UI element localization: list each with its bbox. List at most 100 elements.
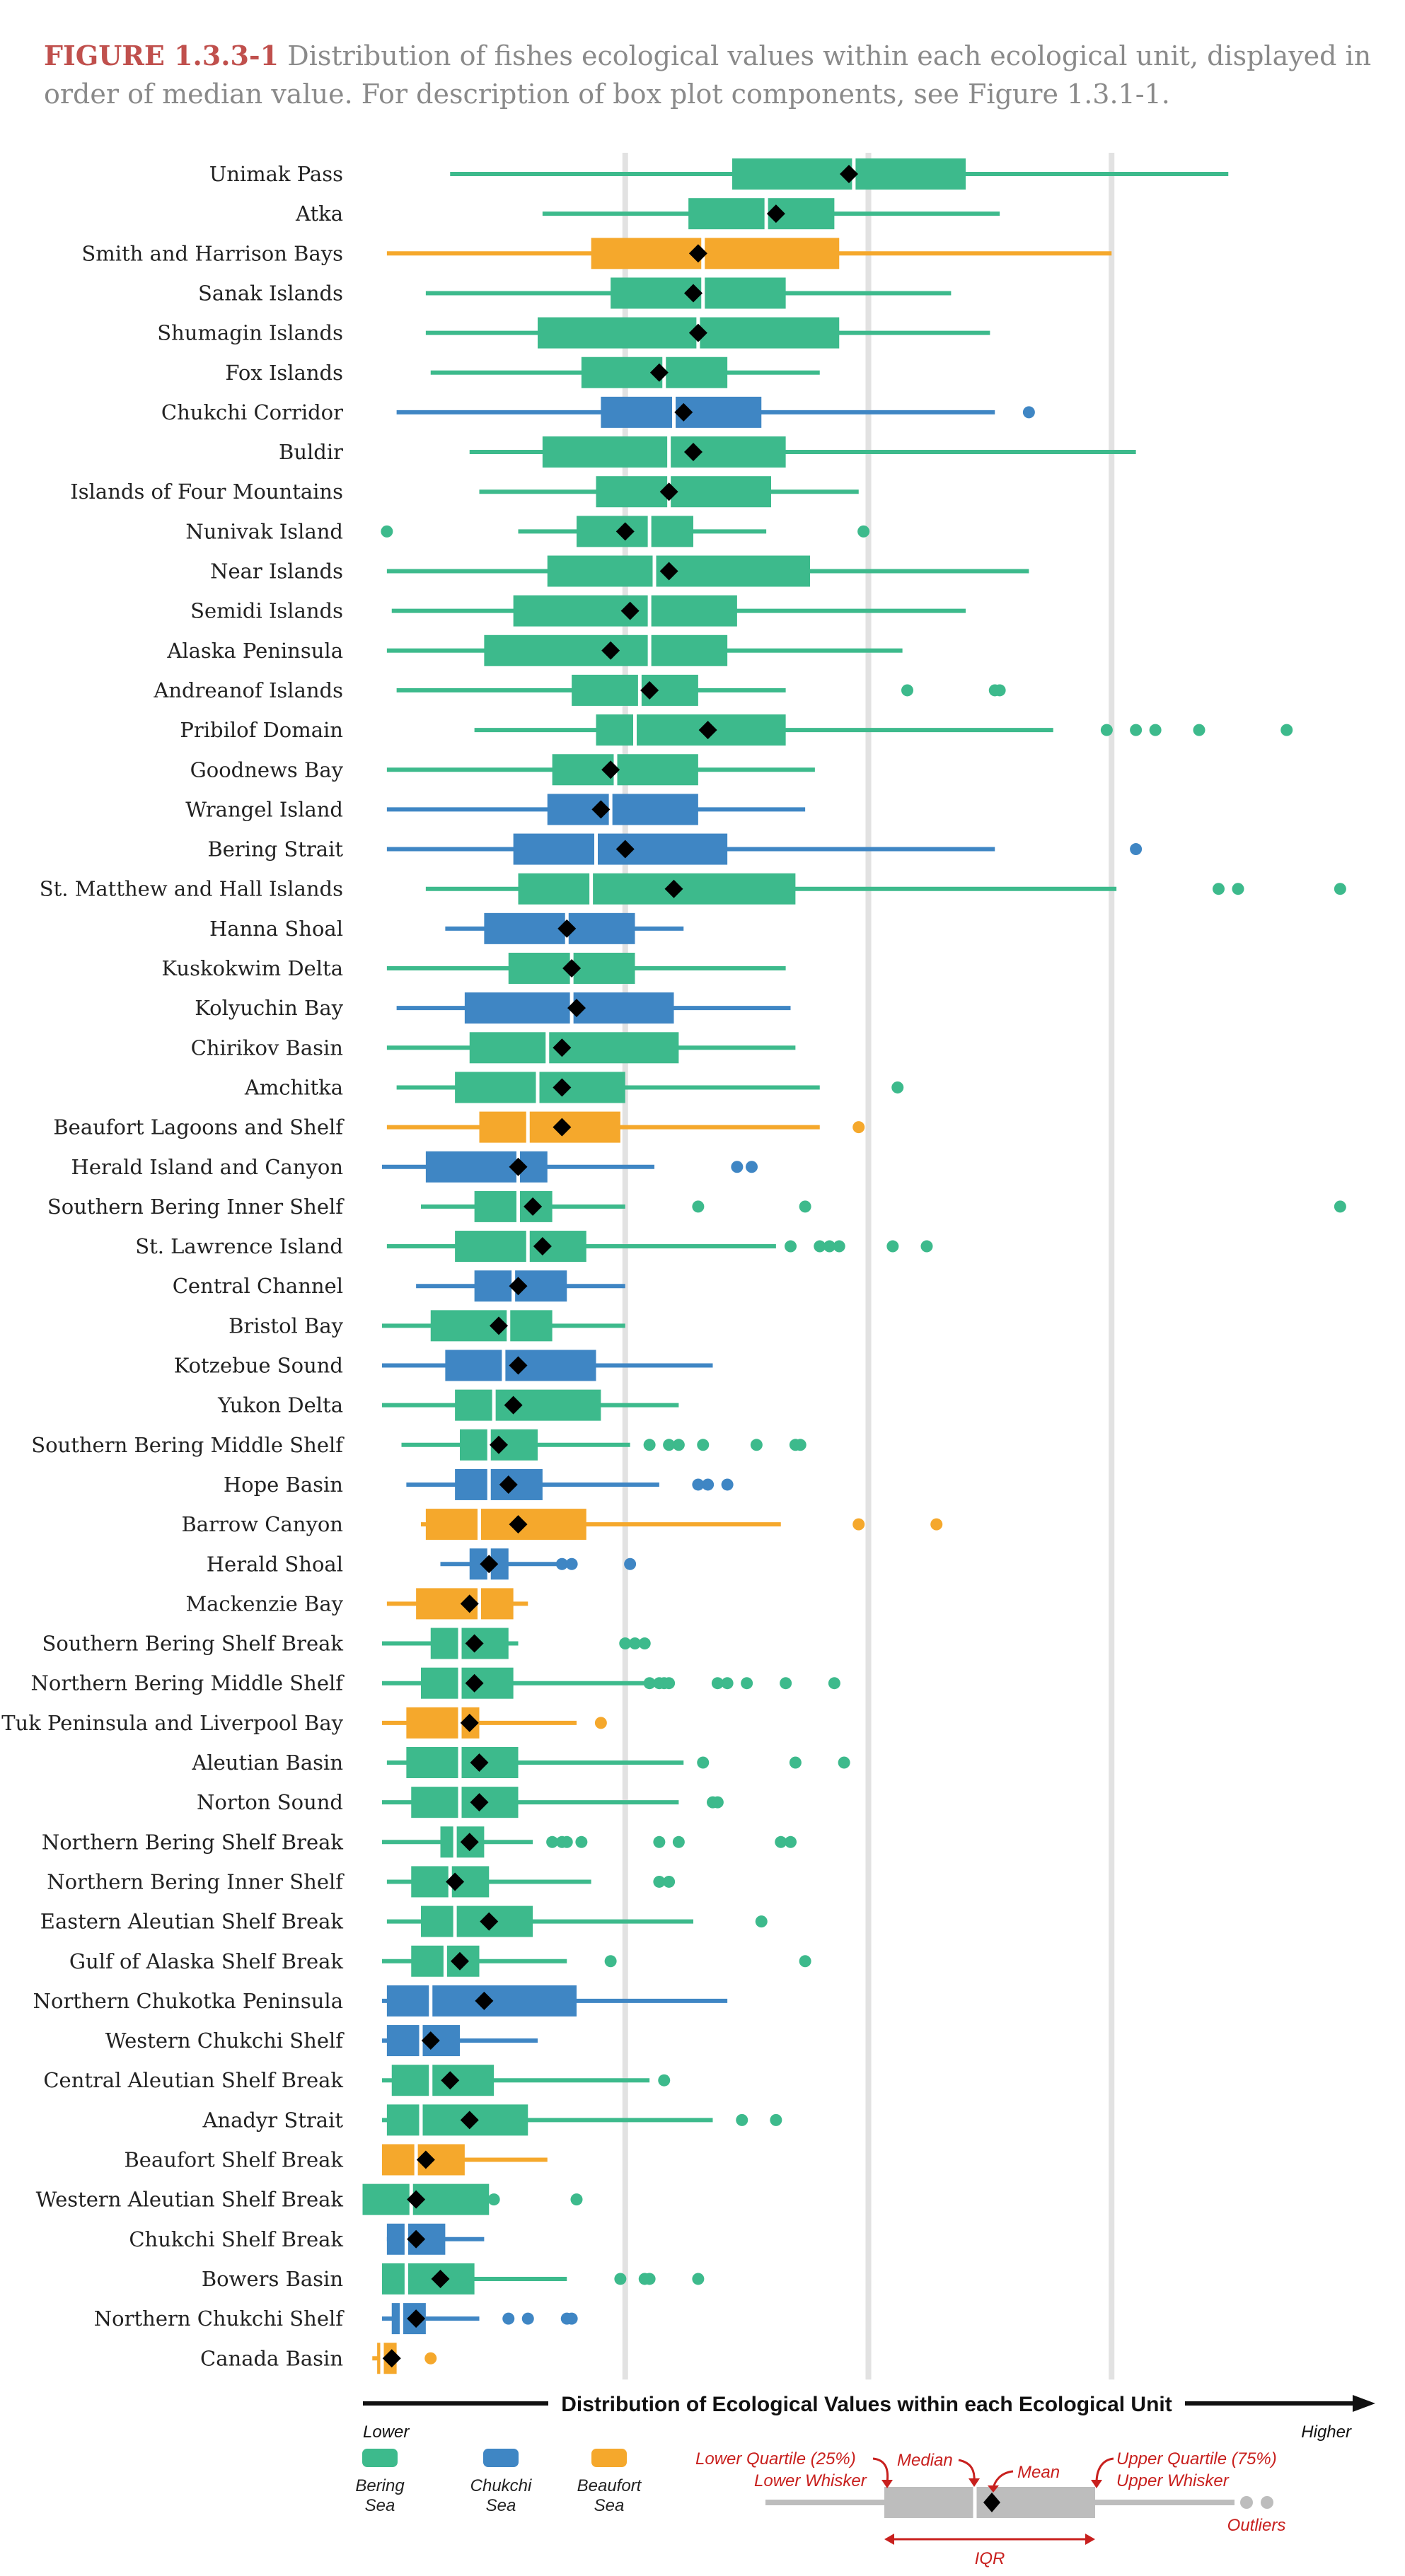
iqr-box (455, 1072, 625, 1103)
unit-label: St. Matthew and Hall Islands (40, 877, 343, 901)
unit-label: Canada Basin (200, 2346, 343, 2370)
iqr-box (469, 1032, 679, 1064)
unit-label: Bristol Bay (229, 1313, 344, 1338)
outlier-point (381, 525, 393, 538)
outlier-point (643, 1439, 656, 1451)
iqr-box (362, 2183, 490, 2215)
unit-label: Buldir (279, 440, 343, 464)
figure-number: FIGURE 1.3.3-1 (44, 40, 279, 71)
iqr-box (552, 754, 698, 786)
unit-label: Near Islands (210, 559, 343, 584)
key-mean-arrowhead (988, 2485, 999, 2493)
outlier-point (1232, 883, 1244, 895)
outlier-point (624, 1557, 637, 1570)
unit-label: Bering Strait (207, 837, 343, 861)
unit-label: Chukchi Shelf Break (129, 2227, 343, 2251)
unit-label: Northern Bering Shelf Break (42, 1830, 344, 1854)
mean-marker (504, 1396, 523, 1415)
outlier-point (746, 1161, 758, 1173)
legend-swatch-chukchi (483, 2449, 519, 2467)
legend: Bering Sea Chukchi Sea Beaufort Sea (355, 2449, 642, 2515)
iqr-box (411, 1787, 519, 1818)
iqr-box (596, 476, 771, 508)
mean-marker (684, 443, 702, 462)
outlier-point (663, 1875, 676, 1888)
outlier-point (785, 1240, 797, 1253)
mean-marker (591, 800, 611, 819)
unit-label: Herald Shoal (207, 1552, 343, 1576)
outlier-point (770, 2113, 782, 2126)
box-plot-row: Yukon Delta (217, 1388, 679, 1422)
outlier-point (702, 1478, 715, 1491)
key-outlier (1240, 2496, 1253, 2509)
outlier-point (750, 1439, 763, 1451)
unit-label: Southern Bering Inner Shelf (47, 1195, 345, 1219)
outlier-point (604, 1955, 617, 1968)
iqr-box (382, 2263, 475, 2294)
outlier-point (721, 1478, 734, 1491)
box-plot-row: Sanak Islands (198, 277, 952, 310)
outlier-point (570, 2193, 583, 2206)
outlier-point (658, 2074, 671, 2087)
box-plot-row: Southern Bering Shelf Break (42, 1627, 651, 1660)
outlier-point (828, 1677, 840, 1690)
iqr-box (479, 1111, 620, 1143)
iqr-box (596, 714, 786, 746)
unit-label: Northern Bering Inner Shelf (47, 1869, 345, 1893)
mean-marker (615, 840, 635, 859)
unit-label: Chirikov Basin (191, 1035, 343, 1060)
outlier-point (891, 1081, 904, 1093)
unit-label: Pribilof Domain (180, 718, 343, 742)
iqr-box (386, 2104, 528, 2136)
mean-marker (553, 1038, 572, 1057)
iqr-box (455, 1231, 586, 1263)
mean-marker (524, 1197, 543, 1216)
iqr-box (572, 674, 698, 706)
outlier-point (838, 1756, 850, 1769)
outlier-point (721, 1677, 734, 1690)
unit-label: Kuskokwim Delta (161, 956, 343, 980)
key-upper-quartile-label: Upper Quartile (75%) (1116, 2449, 1277, 2468)
mean-marker (407, 2190, 426, 2209)
outlier-point (711, 1677, 724, 1690)
iqr-box (577, 516, 693, 547)
mean-marker (460, 1833, 479, 1852)
outlier-point (930, 1518, 943, 1531)
box-plot-row: Beaufort Shelf Break (125, 2143, 548, 2176)
box-plot-row: Smith and Harrison Bays (81, 237, 1112, 270)
key-median-label: Median (897, 2451, 953, 2470)
outlier-point (697, 1439, 710, 1451)
key-median-arrowhead (969, 2478, 980, 2487)
iqr-box (547, 794, 698, 825)
outlier-point (653, 1835, 666, 1848)
legend-label-beaufort: Beaufort Sea (577, 2476, 642, 2515)
box-plot-row: Tuk Peninsula and Liverpool Bay (1, 1706, 607, 1739)
unit-label: Herald Island and Canyon (71, 1155, 343, 1179)
unit-label: Wrangel Island (185, 797, 343, 821)
box-plot-row: Barrow Canyon (181, 1508, 943, 1541)
outlier-point (823, 1240, 836, 1253)
box-plot-row: Nunivak Island (185, 515, 870, 548)
outlier-point (852, 1121, 865, 1134)
unit-label: Hanna Shoal (209, 917, 343, 941)
mean-marker (688, 244, 707, 263)
mean-marker (407, 2229, 426, 2249)
unit-label: Alaska Peninsula (166, 639, 343, 663)
box-plot-row: Wrangel Island (185, 793, 806, 826)
mean-marker (664, 879, 683, 898)
outlier-point (521, 2312, 534, 2325)
box-plot-row: Northern Bering Middle Shelf (31, 1666, 840, 1700)
mean-marker (465, 1634, 484, 1653)
mean-marker (460, 1713, 479, 1732)
unit-label: Smith and Harrison Bays (81, 241, 343, 265)
unit-label: Unimak Pass (209, 162, 343, 186)
unit-label: Kotzebue Sound (174, 1354, 343, 1378)
outlier-point (799, 1955, 811, 1968)
box-plot-row: Mackenzie Bay (185, 1587, 528, 1620)
mean-marker (557, 919, 577, 938)
key-lower-whisker-label: Lower Whisker (754, 2471, 867, 2490)
unit-label: Yukon Delta (217, 1393, 343, 1417)
outlier-point (560, 1835, 573, 1848)
legend-label-bering: Bering Sea (355, 2476, 405, 2515)
outlier-point (1149, 724, 1162, 736)
